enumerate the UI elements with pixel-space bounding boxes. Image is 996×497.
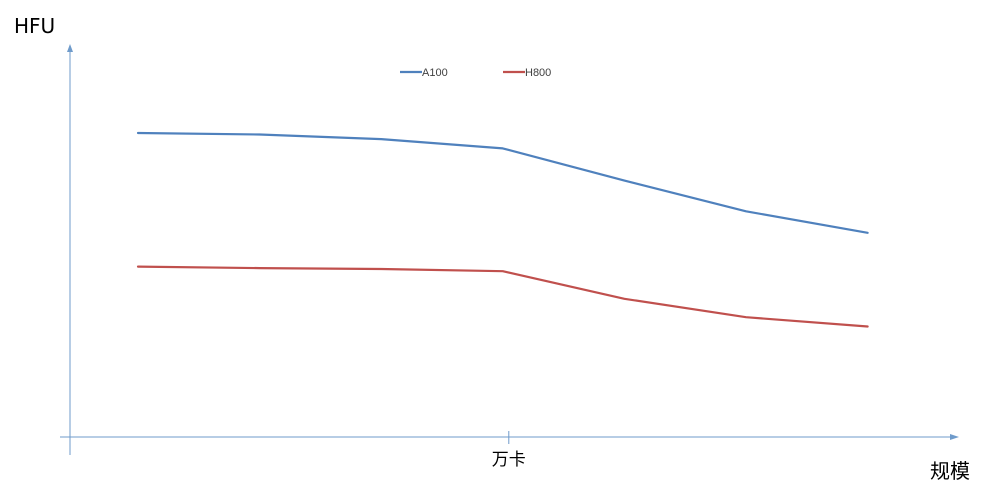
data-point (137, 265, 139, 268)
data-point (380, 268, 382, 270)
y-axis-title: HFU (14, 14, 55, 38)
data-point (502, 270, 504, 272)
data-point (623, 179, 626, 182)
x-axis-arrow (950, 434, 959, 440)
x-tick-label: 万卡 (492, 450, 526, 470)
data-point (259, 267, 261, 269)
series-lines (136, 131, 869, 328)
series-line-h800 (136, 265, 869, 328)
legend-label: H800 (525, 67, 551, 79)
data-point (380, 138, 382, 140)
data-point (745, 210, 747, 212)
x-axis-title: 规模 (930, 459, 970, 483)
data-point (867, 232, 869, 234)
legend: A100 H800 (400, 67, 551, 79)
data-point (867, 325, 869, 328)
data-point (745, 316, 747, 318)
legend-label: A100 (422, 67, 448, 79)
data-point (502, 147, 504, 149)
data-point (137, 132, 139, 134)
axes (60, 44, 959, 455)
data-point (259, 133, 261, 136)
x-ticks: 万卡 (492, 431, 526, 470)
y-axis-arrow (67, 44, 73, 52)
data-point (623, 298, 626, 300)
